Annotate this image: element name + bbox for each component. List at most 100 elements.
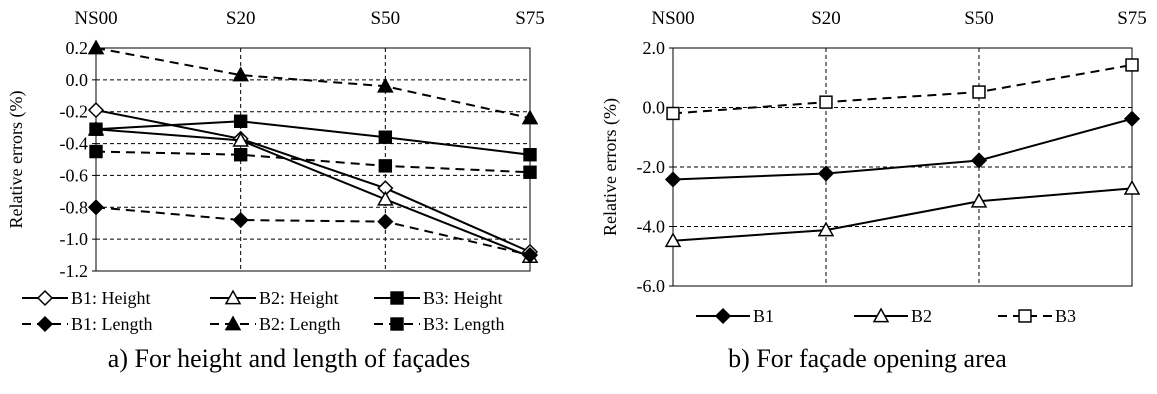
chart-b-legend-label: B1 xyxy=(753,306,774,326)
chart-a-legend-marker xyxy=(224,289,242,305)
chart-a-ytick-label: -0.2 xyxy=(60,102,89,122)
chart-b-data-point xyxy=(1123,179,1141,195)
chart-a-series-4 xyxy=(87,39,539,125)
chart-a-data-point xyxy=(521,247,539,264)
chart-b-data-point xyxy=(817,221,835,237)
chart-a-legend-item: B3: Height xyxy=(374,288,503,308)
chart-b: 2.0 0.0 -2.0 -4.0 -6.0 NS00 S20 S50 S75 Relative … xyxy=(578,0,1157,340)
chart-b-xtick-label: S50 xyxy=(964,8,994,29)
chart-b-ylabel: Relative errors (%) xyxy=(600,98,621,236)
chart-b-legend-label: B2 xyxy=(911,306,932,326)
chart-a: 0.2 0.0 -0.2 -0.4 -0.6 -0.8 -1.0 -1.2 NS00 S20 S50… xyxy=(0,0,578,340)
chart-a-data-point xyxy=(377,77,394,93)
chart-a-data-point xyxy=(87,199,105,216)
chart-b-data-point xyxy=(972,85,986,99)
chart-b-data-point xyxy=(970,152,988,169)
chart-a-data-point xyxy=(89,122,103,136)
chart-b-data-point xyxy=(1125,58,1139,72)
chart-a-series-line xyxy=(95,128,531,258)
chart-b-ytick-label: -6.0 xyxy=(637,276,666,296)
chart-a-legend-item: B1: Length xyxy=(22,314,153,334)
chart-a-data-point xyxy=(87,39,105,55)
chart-a-series-line xyxy=(95,150,531,174)
chart-a-ytick-label: -0.6 xyxy=(60,165,89,185)
chart-b-series-line xyxy=(672,63,1133,115)
chart-a-data-point xyxy=(232,131,249,147)
chart-b-xtick-label: NS00 xyxy=(651,8,694,29)
chart-b-series-1 xyxy=(664,179,1141,248)
chart-b-legend-item: B2 xyxy=(854,306,932,326)
chart-a-ytick-label: -1.0 xyxy=(60,229,89,249)
chart-b-data-point xyxy=(817,165,835,182)
chart-b-data-point xyxy=(819,95,833,109)
chart-a-series-line xyxy=(95,120,531,156)
chart-b-ytick-label: -2.0 xyxy=(637,157,666,177)
chart-b-ytick-label: 2.0 xyxy=(643,38,666,58)
chart-a-xtick-label: S75 xyxy=(515,8,545,29)
chart-a-legend-label: B3: Height xyxy=(423,288,503,308)
chart-b-data-point xyxy=(970,192,988,208)
chart-b-series-2 xyxy=(666,58,1139,121)
chart-b-legend-label: B3 xyxy=(1055,306,1076,326)
chart-a-legend-label: B2: Height xyxy=(259,288,339,308)
chart-a-ytick-label: -1.2 xyxy=(60,261,89,281)
chart-a-data-point xyxy=(521,109,539,125)
chart-a-ytick-label: -0.4 xyxy=(60,134,89,154)
chart-b-svg: 2.0 0.0 -2.0 -4.0 -6.0 NS00 S20 S50 S75 Relative … xyxy=(600,8,1147,326)
chart-b-legend-marker xyxy=(872,307,890,323)
chart-b-xtick-label: S75 xyxy=(1117,8,1147,29)
chart-a-legend-label: B1: Height xyxy=(71,288,151,308)
chart-a-caption: a) For height and length of façades xyxy=(107,344,471,373)
chart-b-legend-marker xyxy=(1018,309,1032,323)
chart-a-xtick-label: S50 xyxy=(371,8,401,29)
chart-a-legend-marker xyxy=(36,289,54,307)
chart-a-legend-marker xyxy=(390,317,404,331)
chart-b-series-0 xyxy=(664,110,1141,188)
chart-a-ytick-label: 0.2 xyxy=(66,38,89,58)
chart-b-series-line xyxy=(672,117,1133,181)
chart-a-series-line xyxy=(95,206,531,257)
chart-a-ylabel: Relative errors (%) xyxy=(6,91,27,229)
chart-a-data-point xyxy=(232,211,249,229)
chart-a-legend-label: B1: Length xyxy=(71,314,153,334)
chart-a-legend-item: B2: Height xyxy=(210,288,339,308)
chart-a-data-point xyxy=(523,165,537,179)
chart-b-series-line xyxy=(672,187,1133,242)
chart-a-legend-marker xyxy=(390,291,404,305)
chart-a-series-line xyxy=(95,47,531,120)
chart-a-xtick-label: NS00 xyxy=(74,8,117,29)
chart-a-data-point xyxy=(233,114,248,128)
chart-a-legend-label: B3: Length xyxy=(423,314,505,334)
chart-b-data-point xyxy=(1123,110,1141,127)
chart-b-caption: b) For façade opening area xyxy=(728,344,1007,373)
chart-a-legend-item: B3: Length xyxy=(374,314,505,334)
chart-a-series-2 xyxy=(89,114,537,162)
chart-a-legend-item: B1: Height xyxy=(22,288,151,308)
chart-a-data-point xyxy=(232,66,249,82)
chart-a-data-point xyxy=(89,144,103,159)
chart-b-data-point xyxy=(666,106,680,121)
chart-a-xtick-label: S20 xyxy=(226,8,256,29)
chart-a-series-3 xyxy=(87,199,539,264)
chart-b-data-point xyxy=(664,171,682,188)
chart-a-svg: 0.2 0.0 -0.2 -0.4 -0.6 -0.8 -1.0 -1.2 NS00 S20 S50… xyxy=(6,8,545,334)
chart-a-data-point xyxy=(378,130,393,144)
chart-b-legend-item: B3 xyxy=(998,306,1076,326)
chart-b-ytick-label: -4.0 xyxy=(637,217,666,237)
chart-b-data-point xyxy=(664,232,682,248)
chart-a-data-point xyxy=(377,190,394,206)
chart-a-data-point xyxy=(87,102,105,119)
chart-a-data-point xyxy=(233,148,248,162)
chart-b-legend-item: B1 xyxy=(696,306,774,326)
chart-a-data-point xyxy=(377,213,394,230)
chart-a-ytick-label: 0.0 xyxy=(66,70,89,90)
chart-b-ytick-label: 0.0 xyxy=(643,98,666,118)
chart-a-data-point xyxy=(378,159,393,173)
chart-a-legend-label: B2: Length xyxy=(259,314,341,334)
chart-b-xtick-label: S20 xyxy=(811,8,841,29)
chart-a-legend-marker xyxy=(36,315,54,333)
chart-a-ytick-label: -0.8 xyxy=(60,197,89,217)
chart-a-data-point xyxy=(523,148,537,162)
chart-a-legend-item: B2: Length xyxy=(210,314,341,334)
chart-a-legend-marker xyxy=(224,315,242,331)
